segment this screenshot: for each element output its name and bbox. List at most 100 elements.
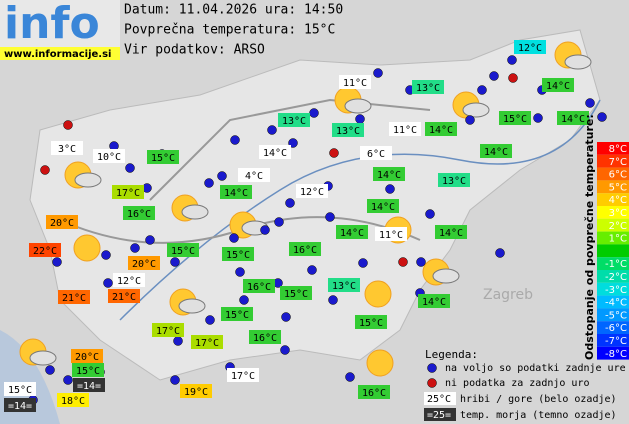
- scale-label: 7°C: [609, 157, 627, 168]
- station-label-bg: [243, 279, 275, 293]
- station-label: 3°C: [58, 144, 76, 155]
- station-dot: [416, 257, 426, 267]
- station-label: 4°C: [245, 171, 263, 182]
- station-label: 14°C: [224, 188, 248, 199]
- logo: info: [4, 0, 100, 49]
- legend-title: Legenda:: [425, 348, 478, 361]
- scale-label: -7°C: [605, 336, 627, 347]
- scale-swatch: [597, 346, 629, 360]
- sun: [73, 234, 101, 262]
- station-dot: [385, 184, 395, 194]
- station-label: 14°C: [377, 170, 401, 181]
- site-box: [0, 47, 120, 60]
- station-label-bg: [191, 335, 223, 349]
- scale-title: Odstopanje od povprečne temperature:: [583, 114, 596, 360]
- station-dot: [597, 112, 607, 122]
- station-label-bg: [112, 185, 144, 199]
- legend-text: temp. morja (temno ozadje): [460, 410, 617, 421]
- station-dot: [235, 267, 245, 277]
- legend-red-dot: [427, 378, 437, 388]
- legend-sample-text: 25°C: [427, 394, 451, 405]
- station-dot: [465, 115, 475, 125]
- station-label-bg: [71, 349, 103, 363]
- station-dot: [281, 312, 291, 322]
- station-label: 11°C: [393, 125, 417, 136]
- station-label-bg: [358, 385, 390, 399]
- station-label-bg: [180, 384, 212, 398]
- station-label: 12°C: [300, 187, 324, 198]
- date-line: Datum: 11.04.2026 ura: 14:50: [124, 3, 343, 18]
- scale-label: 2°C: [609, 221, 627, 232]
- station-label: 15°C: [226, 250, 250, 261]
- scale-label: 1°C: [609, 234, 627, 245]
- station-label: 21°C: [112, 292, 136, 303]
- station-label: =14=: [8, 401, 32, 412]
- station-dot: [533, 113, 543, 123]
- station-dot: [280, 345, 290, 355]
- cloud: [462, 102, 490, 118]
- station-label: 17°C: [231, 371, 255, 382]
- scale-label: -4°C: [605, 298, 627, 309]
- station-label: 15°C: [171, 246, 195, 257]
- scale-label: -1°C: [605, 259, 627, 270]
- station-label-bg: [412, 80, 444, 94]
- station-label: 20°C: [132, 259, 156, 270]
- scale-label: 6°C: [609, 170, 627, 181]
- station-dot: [170, 257, 180, 267]
- source-line: Vir podatkov: ARSO: [124, 43, 265, 58]
- station-dot: [52, 257, 62, 267]
- station-label-bg: [259, 145, 291, 159]
- station-dot: [170, 375, 180, 385]
- station-label-bg: [375, 227, 407, 241]
- station-label-bg: [499, 111, 531, 125]
- station-label-bg: [336, 225, 368, 239]
- station-label: 13°C: [336, 126, 360, 137]
- station-dot: [103, 278, 113, 288]
- station-label-bg: [220, 185, 252, 199]
- legend-sample: [424, 392, 456, 405]
- station-label: 14°C: [340, 228, 364, 239]
- station-dot: [239, 295, 249, 305]
- station-dot: [217, 171, 227, 181]
- scale-swatch: [597, 270, 629, 283]
- station-label-bg: [29, 243, 61, 257]
- station-label-bg: [557, 111, 589, 125]
- scale-swatch: [597, 142, 629, 155]
- station-label-bg: [373, 167, 405, 181]
- station-label: 16°C: [247, 282, 271, 293]
- scale-label: -2°C: [605, 272, 627, 283]
- station-label-bg: [514, 40, 546, 54]
- station-label: 14°C: [429, 125, 453, 136]
- station-label: 20°C: [50, 218, 74, 229]
- station-label: 17°C: [195, 338, 219, 349]
- station-label-bg: [58, 290, 90, 304]
- station-label-bg: [367, 199, 399, 213]
- cloud: [564, 54, 592, 70]
- station-label-bg: [4, 398, 36, 412]
- station-label-bg: [328, 278, 360, 292]
- station-label: 22°C: [33, 246, 57, 257]
- station-label-bg: [438, 173, 470, 187]
- station-label-bg: [360, 146, 392, 160]
- station-label-bg: [280, 286, 312, 300]
- station-dot: [274, 217, 284, 227]
- legend: Legenda: na voljo so podatki zadnje ure …: [424, 348, 626, 421]
- station-label: 15°C: [225, 310, 249, 321]
- station-label: 14°C: [439, 228, 463, 239]
- cloud: [344, 98, 372, 114]
- scale-swatch: [597, 334, 629, 347]
- station-dot: [130, 243, 140, 253]
- station-label: 16°C: [293, 245, 317, 256]
- station-label: 13°C: [416, 83, 440, 94]
- station-label-bg: [249, 330, 281, 344]
- station-label: 15°C: [8, 385, 32, 396]
- station-label-bg: [435, 225, 467, 239]
- station-dot: [229, 233, 239, 243]
- station-label-bg: [221, 307, 253, 321]
- station-dot: [358, 258, 368, 268]
- station-label-bg: [4, 382, 36, 396]
- station-label: 17°C: [156, 326, 180, 337]
- station-label-bg: [57, 393, 89, 407]
- station-label-bg: [227, 368, 259, 382]
